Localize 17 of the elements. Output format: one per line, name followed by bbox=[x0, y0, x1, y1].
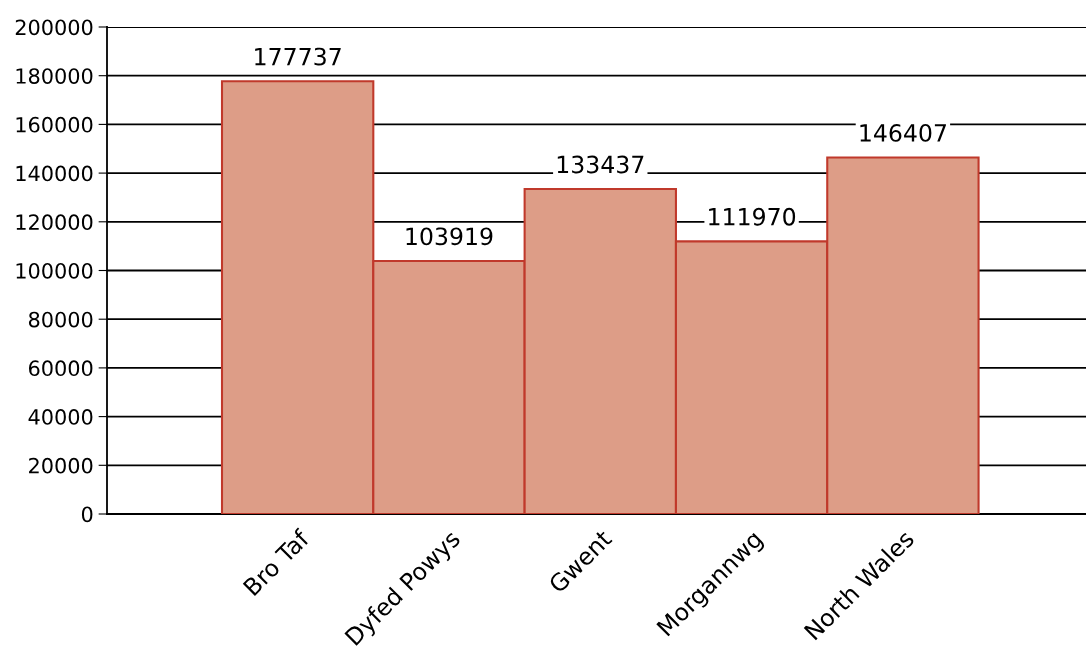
data-label: 111970 bbox=[709, 207, 796, 226]
y-tick-label: 200000 bbox=[15, 19, 93, 36]
x-tick-label: Bro Taf bbox=[242, 527, 311, 597]
y-tick-label: 160000 bbox=[16, 116, 93, 133]
data-label: 177737 bbox=[255, 47, 341, 66]
y-tick-label: 100000 bbox=[16, 262, 93, 279]
y-tick-label: 40000 bbox=[28, 409, 93, 425]
y-tick-label: 140000 bbox=[16, 165, 93, 182]
data-label: 133437 bbox=[557, 155, 644, 174]
data-label: 103919 bbox=[406, 227, 493, 246]
y-tick-label: 60000 bbox=[28, 360, 93, 377]
y-tick-label: 0 bbox=[81, 506, 93, 523]
data-label: 146407 bbox=[860, 123, 946, 142]
y-tick-label: 20000 bbox=[29, 457, 93, 474]
y-tick-label: 120000 bbox=[16, 214, 93, 231]
y-tick-label: 180000 bbox=[16, 68, 93, 84]
y-tick-label: 80000 bbox=[28, 311, 93, 328]
